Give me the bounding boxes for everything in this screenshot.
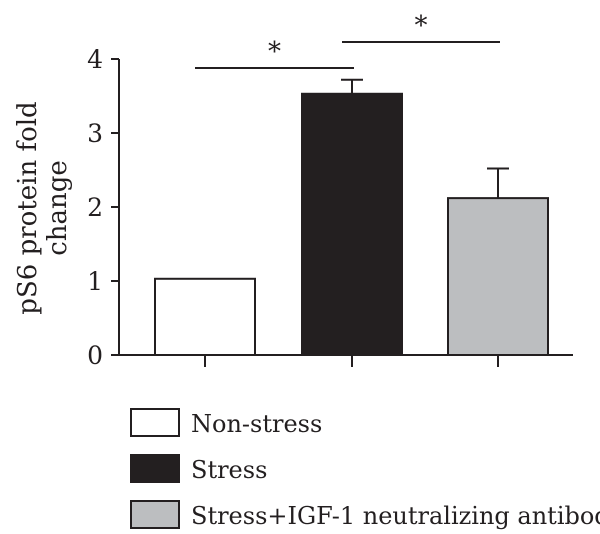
bar-3 — [447, 197, 549, 356]
legend: Non-stress Stress Stress+IGF-1 neutralizin… — [130, 408, 600, 530]
y-tick-label: 3 — [87, 119, 103, 148]
legend-label-1: Non-stress — [191, 410, 322, 438]
y-axis-label: pS6 protein fold change — [13, 101, 73, 314]
significance-star: * — [415, 11, 428, 41]
legend-swatch-1 — [130, 408, 180, 437]
y-axis-label-line-1: pS6 protein fold — [13, 101, 43, 314]
y-tick-label: 0 — [87, 341, 103, 370]
legend-label-2: Stress — [191, 456, 267, 484]
legend-swatch-2 — [130, 454, 180, 483]
y-axis-label-line-2: change — [43, 160, 73, 256]
bar-1 — [154, 277, 256, 356]
plot-area: 0 1 2 3 4 * * — [87, 11, 573, 370]
significance-star: * — [268, 37, 281, 67]
bar-2 — [301, 92, 403, 356]
legend-label-3: Stress+IGF-1 neutralizing antibody — [191, 502, 600, 530]
y-tick-label: 4 — [87, 45, 103, 74]
y-tick-label: 1 — [87, 267, 103, 296]
y-tick-label: 2 — [87, 193, 103, 222]
legend-swatch-3 — [130, 500, 180, 529]
